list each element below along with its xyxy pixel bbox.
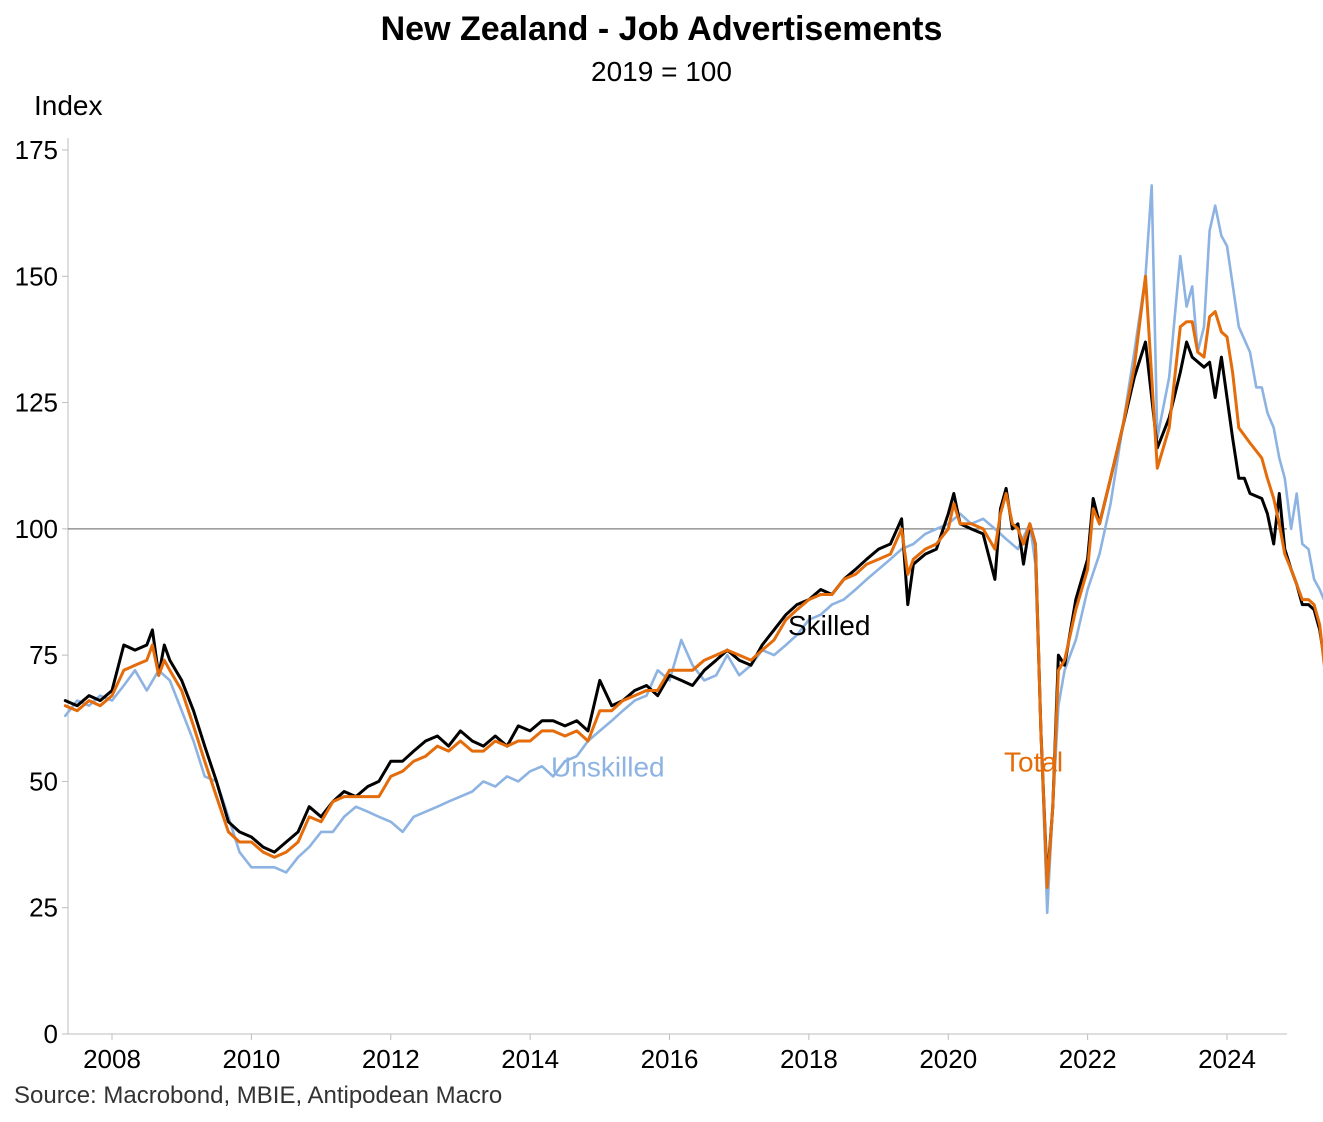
series-line-total [63, 274, 1323, 889]
y-axis-label: Index [34, 90, 103, 121]
tick-labels: 0 25 50 75 100 125 150 175 2008 2010 2012 2014 2016 2… [15, 135, 1256, 1074]
x-tick-label: 2014 [501, 1044, 559, 1074]
y-tick-label: 0 [44, 1019, 58, 1049]
y-tick-label: 175 [15, 135, 58, 165]
series-lines [63, 184, 1323, 915]
series-line-unskilled [64, 184, 1323, 915]
source-note: Source: Macrobond, MBIE, Antipodean Macr… [14, 1082, 503, 1109]
axes [62, 138, 1287, 1040]
chart-title: New Zealand - Job Advertisements [380, 10, 943, 48]
chart-subtitle: 2019 = 100 [591, 56, 732, 87]
series-label-unskilled: Unskilled [551, 751, 665, 782]
x-tick-label: 2012 [362, 1044, 420, 1074]
x-tick-label: 2022 [1059, 1044, 1117, 1074]
series-label-skilled: Skilled [788, 610, 870, 641]
series-label-total: Total [1004, 746, 1063, 777]
x-tick-label: 2016 [641, 1044, 699, 1074]
y-tick-label: 125 [15, 388, 58, 418]
x-tick-label: 2024 [1198, 1044, 1256, 1074]
series-labels: Unskilled Skilled Total [551, 610, 1063, 782]
y-tick-label: 75 [29, 640, 58, 670]
x-tick-label: 2020 [919, 1044, 977, 1074]
x-tick-label: 2018 [780, 1044, 838, 1074]
y-tick-label: 50 [29, 766, 58, 796]
y-tick-label: 100 [15, 514, 58, 544]
series-line-skilled [63, 340, 1323, 884]
x-tick-label: 2010 [222, 1044, 280, 1074]
y-tick-label: 25 [29, 893, 58, 923]
y-tick-label: 150 [15, 261, 58, 291]
x-tick-label: 2008 [83, 1044, 141, 1074]
